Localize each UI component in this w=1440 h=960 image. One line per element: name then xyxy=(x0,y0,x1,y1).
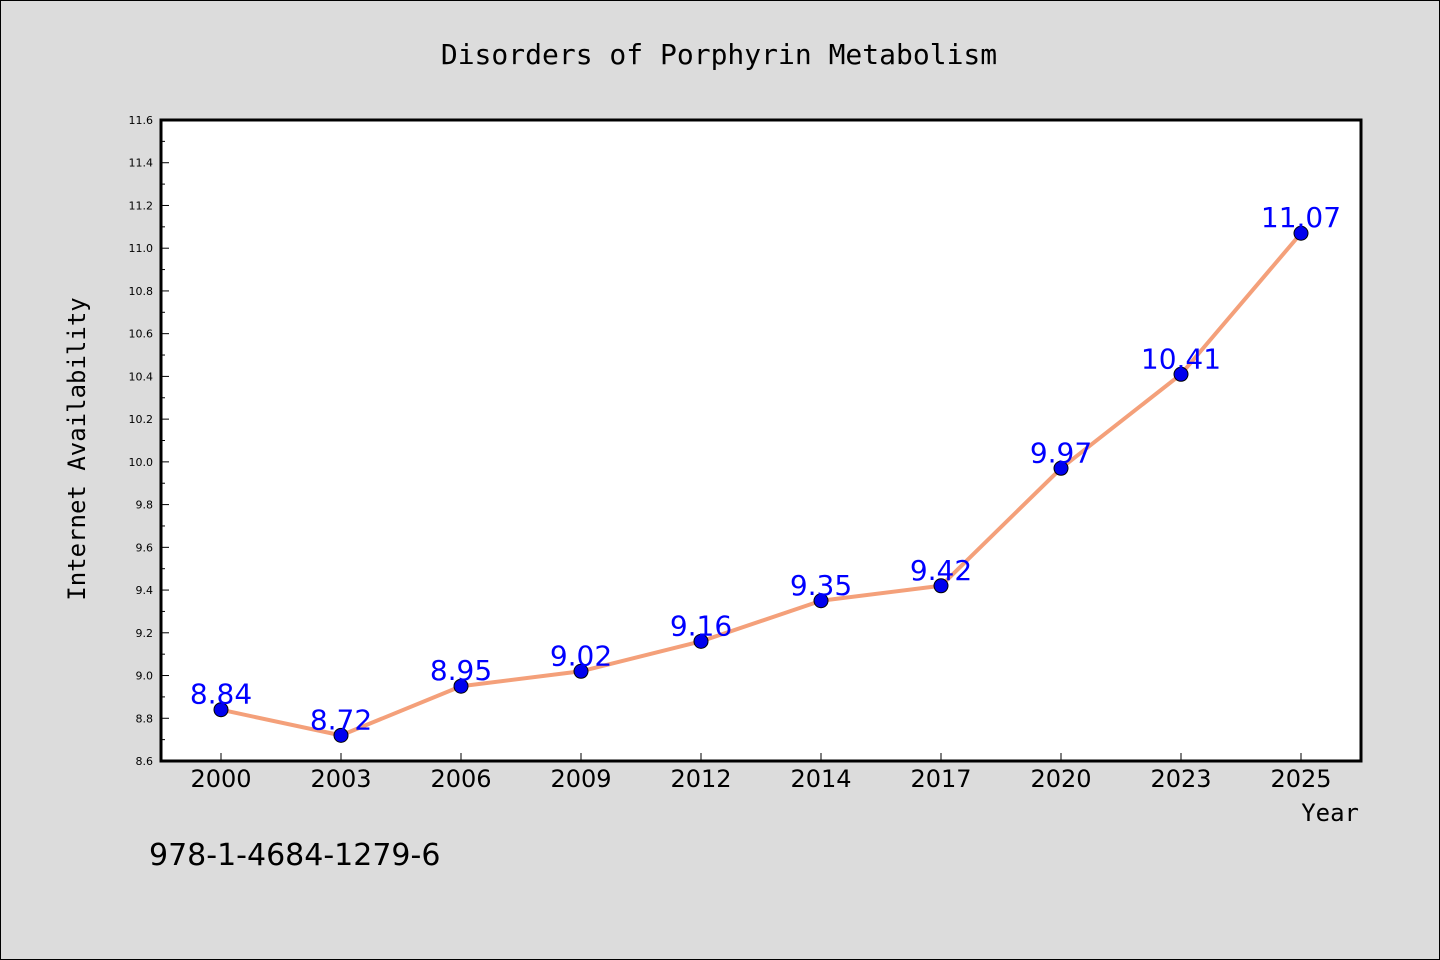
x-tick-label: 2023 xyxy=(1150,765,1211,793)
y-tick-label: 9.2 xyxy=(136,627,154,640)
chart-title: Disorders of Porphyrin Metabolism xyxy=(441,38,997,71)
y-tick-label: 8.8 xyxy=(136,712,154,725)
y-tick-label: 9.0 xyxy=(136,670,154,683)
y-tick-label: 10.4 xyxy=(129,370,154,383)
series-layer: 8.84 8.72 8.95 9.02 9.16 9.35 9.42 9.97 10.41 11.… xyxy=(190,201,1341,743)
isbn-annotation: 978-1-4684-1279-6 xyxy=(149,838,440,873)
data-point xyxy=(453,678,469,694)
data-label: 8.84 xyxy=(190,678,252,711)
y-tick-label: 9.4 xyxy=(136,584,154,597)
y-tick-label: 11.6 xyxy=(129,114,154,127)
data-label: 9.35 xyxy=(790,569,852,602)
data-point xyxy=(1053,460,1069,476)
x-tick-label: 2017 xyxy=(910,765,971,793)
data-point xyxy=(1173,366,1189,382)
data-label: 8.95 xyxy=(430,654,492,687)
x-axis-ticks: 2000 2003 2006 2009 2012 2014 2017 2020 2023 2025 xyxy=(190,753,1332,793)
y-tick-label: 10.2 xyxy=(129,413,154,426)
x-tick-label: 2009 xyxy=(550,765,611,793)
data-point xyxy=(1293,225,1309,241)
x-tick-label: 2020 xyxy=(1030,765,1091,793)
data-point xyxy=(693,633,709,649)
series-line xyxy=(219,231,1303,738)
y-tick-label: 11.0 xyxy=(129,242,154,255)
data-point xyxy=(333,727,349,743)
data-point xyxy=(573,663,589,679)
data-point xyxy=(813,593,829,609)
data-label: 10.41 xyxy=(1141,342,1221,375)
y-tick-label: 10.8 xyxy=(129,285,154,298)
data-label: 9.97 xyxy=(1030,436,1092,469)
data-label: 8.72 xyxy=(310,703,372,736)
data-label: 11.07 xyxy=(1261,201,1341,234)
x-tick-label: 2014 xyxy=(790,765,851,793)
y-tick-label: 10.0 xyxy=(129,456,154,469)
y-tick-label: 9.6 xyxy=(136,541,154,554)
plot-area xyxy=(159,118,1363,763)
y-tick-label: 10.6 xyxy=(129,328,154,341)
x-tick-label: 2003 xyxy=(310,765,371,793)
data-point xyxy=(213,702,229,718)
data-label: 9.16 xyxy=(670,609,732,642)
x-tick-label: 2025 xyxy=(1270,765,1331,793)
x-tick-label: 2000 xyxy=(190,765,251,793)
x-tick-label: 2006 xyxy=(430,765,491,793)
x-axis-label: Year xyxy=(1301,799,1359,827)
x-tick-label: 2012 xyxy=(670,765,731,793)
y-tick-label: 9.8 xyxy=(136,499,154,512)
data-point xyxy=(933,578,949,594)
y-tick-label: 11.4 xyxy=(129,157,154,170)
y-axis-ticks: 8.6 8.8 9.0 9.2 9.4 9.6 9.8 10.0 10.2 10.4 10.6 10.… xyxy=(129,114,169,768)
y-tick-label: 11.2 xyxy=(129,199,154,212)
data-label: 9.42 xyxy=(910,554,972,587)
y-tick-label: 8.6 xyxy=(136,755,154,768)
y-axis-label: Internet Availability xyxy=(63,297,91,600)
data-label: 9.02 xyxy=(550,639,612,672)
